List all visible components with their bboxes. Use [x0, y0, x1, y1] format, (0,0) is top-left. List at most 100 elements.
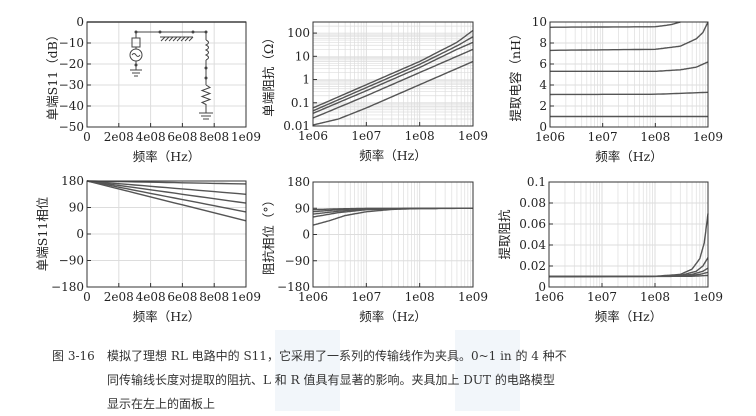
y-tick-label: 0.1	[291, 96, 310, 110]
y-tick-label: 100	[287, 26, 310, 40]
y-tick-label: 0.06	[519, 217, 546, 231]
chart-s11-phase: 0 2e08 4e08 6e08 8e08 1e09 180 90 0 −90 −180 频率（Hz）…	[35, 174, 261, 324]
y-tick-label: −10	[59, 36, 84, 50]
x-tick-label: 1e09	[693, 290, 723, 304]
plot-area	[313, 22, 473, 126]
x-tick-label: 1e09	[458, 129, 488, 143]
x-axis-label: 频率（Hz）	[359, 309, 427, 324]
x-tick-label: 1e08	[640, 130, 670, 144]
x-tick-label: 1e07	[351, 129, 381, 143]
y-tick-label: 8	[539, 36, 547, 50]
hatch-marks	[160, 36, 194, 42]
x-axis-label: 频率（Hz）	[595, 149, 663, 164]
y-tick-label: 0	[539, 120, 547, 134]
chart-extracted-inductance: 1e06 1e07 1e08 1e09 0 2 4 6 8 10 频率（Hz） 提取电容（nH）	[508, 15, 723, 164]
x-tick-label: 2e08	[104, 290, 134, 304]
series-line-L4	[312, 48, 474, 119]
x-tick-label: 2e08	[104, 130, 134, 144]
inductor-icon	[204, 39, 209, 61]
x-tick-label: 4e08	[136, 130, 166, 144]
x-tick-label: 8e08	[199, 290, 229, 304]
watermark-band-left	[275, 330, 340, 411]
y-axis-label: 单端阻抗（Ω）	[261, 31, 276, 116]
series-line-L3	[86, 180, 247, 204]
x-axis-label: 频率（Hz）	[595, 309, 663, 324]
y-axis-label: 单端S11相位	[35, 197, 50, 271]
chart-s11-mag: 0 2e08 4e08 6e08 8e08 1e09 0 −10 −20 −30 −40 −50 频率（…	[45, 15, 261, 164]
y-tick-label: 0.1	[527, 175, 546, 189]
plot-area	[549, 182, 708, 287]
y-tick-label: −40	[59, 99, 84, 113]
y-tick-label: 1	[302, 73, 310, 87]
x-tick-label: 1e09	[693, 130, 723, 144]
y-tick-label: 6	[539, 57, 547, 71]
x-tick-label: 1e08	[405, 129, 435, 143]
y-tick-label: −90	[59, 254, 84, 268]
y-tick-label: 10	[532, 15, 547, 29]
axes-frame	[86, 21, 247, 128]
y-tick-label: 180	[61, 174, 84, 188]
x-tick-label: 6e08	[167, 290, 197, 304]
y-tick-label: 4	[539, 78, 547, 92]
chart-impedance-phase: 1e06 1e07 1e08 1e09 180 90 0 −90 −180 频率（Hz） 阻抗相位（…	[261, 175, 488, 324]
axes-frame	[549, 21, 709, 128]
axes-frame	[548, 181, 709, 288]
y-tick-label: 0	[538, 280, 546, 294]
y-tick-label: 90	[69, 201, 84, 215]
y-tick-label: −50	[59, 120, 84, 134]
x-tick-label: 1e07	[587, 290, 617, 304]
y-axis-label: 提取电容（nH）	[508, 28, 523, 122]
axes-frame	[312, 21, 474, 127]
x-tick-label: 1e08	[405, 290, 435, 304]
series-line-L5	[86, 180, 247, 222]
y-tick-label: 90	[295, 201, 310, 215]
x-tick-label: 1e09	[231, 130, 261, 144]
x-tick-label: 1e09	[231, 290, 261, 304]
x-axis-label: 频率（Hz）	[133, 309, 201, 324]
figure-number: 图 3-16	[52, 349, 95, 363]
circuit-inset	[129, 30, 213, 120]
series-line-L4	[86, 180, 247, 213]
y-tick-label: 0.01	[283, 119, 310, 133]
x-tick-label: 1e07	[588, 130, 618, 144]
figure-caption: 图 3-16 模拟了理想 RL 电路中的 S11，它采用了一系列的传输线作为夹具。…	[52, 344, 712, 416]
x-tick-label: 4e08	[136, 290, 166, 304]
x-tick-label: 6e08	[167, 130, 197, 144]
series-line-L2	[86, 180, 247, 195]
plot-area	[87, 22, 246, 127]
series-line-L2	[312, 36, 474, 112]
y-tick-label: 0.04	[519, 238, 546, 252]
x-tick-label: 1e08	[640, 290, 670, 304]
y-tick-label: 0	[302, 228, 310, 242]
x-tick-label: 0	[83, 290, 91, 304]
y-axis-label: 单端S11（dB）	[45, 29, 60, 121]
y-axis-label: 阻抗相位（°）	[261, 194, 276, 275]
x-tick-label: 1e07	[351, 290, 381, 304]
y-tick-label: −30	[59, 78, 84, 92]
x-tick-label: 0	[83, 130, 91, 144]
x-tick-label: 1e06	[298, 290, 328, 304]
resistor-icon	[200, 84, 212, 105]
watermark-band-right	[455, 330, 520, 411]
x-tick-label: 1e06	[298, 129, 328, 143]
x-tick-label: 1e06	[535, 130, 565, 144]
y-tick-label: 0	[76, 15, 84, 29]
caption-line-2: 同传输线长度对提取的阻抗、L 和 R 值具有显著的影响。夹具加上 DUT 的电路…	[107, 373, 555, 387]
y-tick-label: 0.02	[519, 259, 546, 273]
series-line-L1	[549, 21, 681, 28]
y-tick-label: −20	[59, 57, 84, 71]
x-tick-label: 8e08	[199, 130, 229, 144]
caption-line-1: 模拟了理想 RL 电路中的 S11，它采用了一系列的传输线作为夹具。0~1 in…	[107, 349, 567, 363]
ground-icon-right	[199, 104, 213, 120]
y-tick-label: 10	[295, 49, 310, 63]
series-line-L5	[312, 60, 474, 126]
y-tick-label: −180	[51, 280, 84, 294]
y-tick-label: 2	[539, 99, 547, 113]
plot-area	[550, 22, 708, 127]
y-tick-label: 0.08	[519, 196, 546, 210]
series-line-L2	[549, 21, 709, 52]
y-axis-label: 提取阻抗	[497, 209, 512, 260]
series-line-L3	[550, 61, 709, 73]
chart-extracted-resistance: 1e06 1e07 1e08 1e09 0 0.02 0.04 0.06 0.08 0.1 频率（H…	[497, 175, 723, 324]
